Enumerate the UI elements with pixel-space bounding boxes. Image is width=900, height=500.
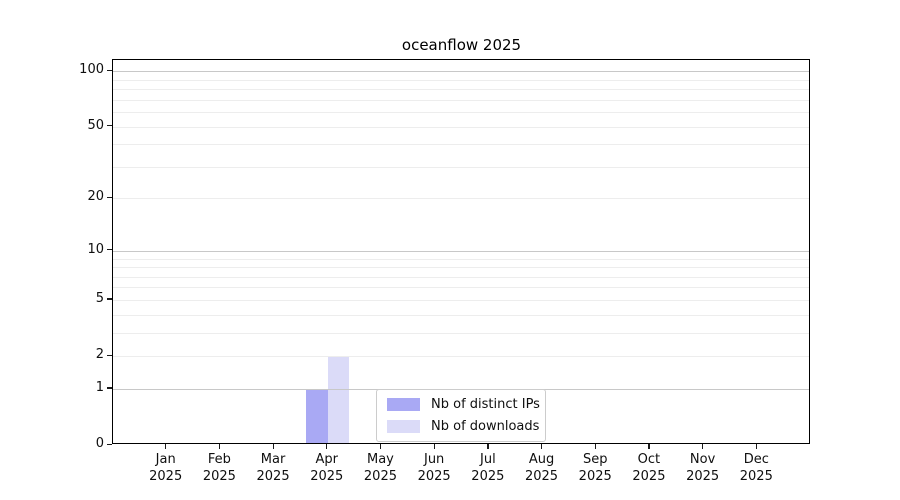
- y-gridline-minor: [113, 267, 809, 269]
- y-tick-label: 20: [87, 189, 104, 205]
- chart-title: oceanflow 2025: [401, 36, 522, 54]
- x-tick-label: Feb 2025: [202, 452, 236, 484]
- y-gridline-major: [113, 71, 809, 73]
- x-tick-label: Nov 2025: [686, 452, 720, 484]
- y-tick-label: 5: [95, 290, 104, 306]
- y-gridline-minor: [113, 258, 809, 260]
- y-gridline-minor: [113, 314, 809, 316]
- legend-swatch-downloads: [387, 420, 420, 433]
- y-tick-label: 50: [87, 117, 104, 133]
- y-tick-label: 0: [95, 436, 104, 451]
- x-tick-label: Oct 2025: [632, 452, 666, 484]
- y-tick-mark: [107, 443, 112, 445]
- x-tick-label: Jan 2025: [149, 452, 183, 484]
- x-tick-mark: [487, 444, 489, 449]
- y-gridline-minor: [113, 287, 809, 289]
- bar-downloads: [327, 356, 350, 443]
- x-tick-mark: [594, 444, 596, 449]
- y-tick-mark: [107, 298, 112, 300]
- y-tick-label: 10: [87, 241, 104, 257]
- x-tick-label: Dec 2025: [739, 452, 773, 484]
- y-gridline-minor: [113, 79, 809, 81]
- x-tick-mark: [755, 444, 757, 449]
- x-tick-mark: [702, 444, 704, 449]
- y-gridline-minor: [113, 299, 809, 301]
- y-tick-label: 100: [79, 62, 104, 78]
- x-tick-label: Sep 2025: [578, 452, 612, 484]
- x-tick-mark: [379, 444, 382, 449]
- x-tick-mark: [648, 444, 650, 449]
- y-tick-mark: [107, 387, 112, 389]
- x-tick-mark: [433, 444, 435, 449]
- y-gridline-minor: [113, 332, 809, 334]
- y-tick-label: 1: [95, 379, 104, 395]
- x-tick-label: Jul 2025: [471, 452, 505, 484]
- y-gridline-minor: [113, 89, 809, 91]
- plot-canvas: [113, 60, 809, 443]
- x-tick-mark: [326, 444, 328, 449]
- y-gridline-minor: [113, 144, 809, 146]
- x-tick-mark: [165, 444, 167, 449]
- legend-item: Nb of downloads: [387, 419, 539, 434]
- y-tick-label: 2: [95, 347, 104, 363]
- legend: Nb of distinct IPs Nb of downloads: [376, 389, 546, 442]
- x-tick-label: Jun 2025: [417, 452, 451, 484]
- y-gridline-minor: [113, 198, 809, 200]
- y-tick-mark: [107, 196, 112, 199]
- x-tick-label: May 2025: [363, 452, 397, 484]
- legend-label: Nb of downloads: [431, 419, 540, 434]
- x-tick-label: Mar 2025: [256, 452, 290, 484]
- x-tick-mark: [272, 444, 274, 449]
- x-tick-mark: [541, 444, 543, 449]
- legend-swatch-distinct-ips: [387, 398, 420, 411]
- y-tick-mark: [107, 354, 112, 356]
- x-tick-label: Apr 2025: [310, 452, 344, 484]
- bar-distinct-ips: [306, 388, 328, 443]
- y-gridline-minor: [113, 126, 809, 128]
- legend-label: Nb of distinct IPs: [431, 397, 540, 412]
- x-tick-mark: [218, 444, 221, 449]
- plot-area: [112, 59, 810, 444]
- y-tick-mark: [107, 125, 112, 127]
- legend-item: Nb of distinct IPs: [387, 397, 540, 412]
- y-gridline-minor: [113, 166, 809, 168]
- y-tick-mark: [107, 249, 112, 251]
- y-gridline-major: [113, 250, 809, 252]
- y-gridline-minor: [113, 356, 809, 358]
- x-tick-label: Aug 2025: [524, 452, 559, 484]
- y-gridline-minor: [113, 112, 809, 114]
- y-gridline-minor: [113, 276, 809, 278]
- y-gridline-minor: [113, 99, 809, 101]
- y-tick-mark: [107, 69, 112, 71]
